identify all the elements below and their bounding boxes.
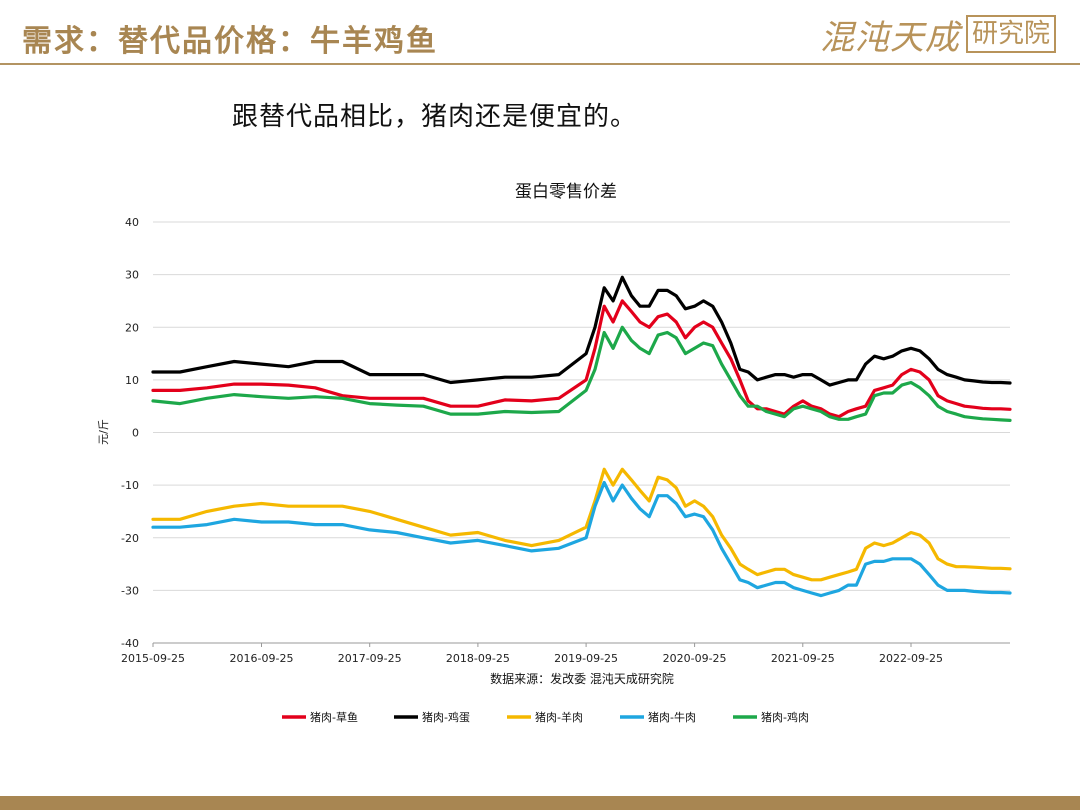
legend-label: 猪肉-鸡肉 — [761, 710, 809, 724]
y-tick-label: -40 — [121, 637, 139, 650]
logo-box: 研究院 — [965, 15, 1056, 53]
legend-label: 猪肉-羊肉 — [535, 710, 583, 724]
legend-label: 猪肉-牛肉 — [648, 710, 696, 724]
footer-bar — [0, 796, 1080, 810]
page-title: 需求：替代品价格：牛羊鸡鱼 — [22, 24, 438, 59]
y-tick-label: 0 — [132, 427, 139, 440]
chart-legend: 猪肉-草鱼 猪肉-鸡蛋 猪肉-羊肉 猪肉-牛肉 猪肉-鸡肉 — [282, 710, 809, 724]
legend-item-0: 猪肉-草鱼 — [282, 710, 358, 724]
series-line-1 — [151, 275, 1012, 387]
x-tick-label: 2016-09-25 — [230, 652, 294, 665]
y-tick-label: 30 — [125, 269, 139, 282]
series-line-2 — [151, 467, 1012, 582]
x-tick-label: 2021-09-25 — [771, 652, 835, 665]
legend-item-4: 猪肉-鸡肉 — [733, 710, 809, 724]
y-axis-label: 元/斤 — [97, 419, 110, 445]
chart-series — [151, 275, 1012, 598]
legend-item-1: 猪肉-鸡蛋 — [394, 710, 470, 724]
x-axis-ticks: 2015-09-25 2016-09-25 2017-09-25 2018-09-25… — [121, 643, 943, 665]
legend-label: 猪肉-鸡蛋 — [422, 710, 470, 724]
x-tick-label: 2017-09-25 — [338, 652, 402, 665]
y-tick-label: -10 — [121, 479, 139, 492]
y-tick-label: -30 — [121, 584, 139, 597]
y-tick-label: 20 — [125, 321, 139, 334]
x-tick-label: 2019-09-25 — [554, 652, 618, 665]
slide-subtitle: 跟替代品相比，猪肉还是便宜的。 — [232, 102, 638, 132]
series-line-0 — [151, 299, 1012, 419]
x-tick-label: 2015-09-25 — [121, 652, 185, 665]
source-note: 数据来源：发改委 混沌天成研究院 — [490, 671, 674, 686]
chart-title: 蛋白零售价差 — [515, 182, 617, 202]
series-line-3 — [151, 480, 1012, 598]
y-tick-label: 10 — [125, 374, 139, 387]
legend-item-3: 猪肉-牛肉 — [620, 710, 696, 724]
x-tick-label: 2018-09-25 — [446, 652, 510, 665]
y-axis-ticks: 40 30 20 10 0 -10 -20 -30 -40 — [121, 216, 139, 650]
y-tick-label: 40 — [125, 216, 139, 229]
header-divider — [0, 63, 1080, 65]
x-tick-label: 2020-09-25 — [663, 652, 727, 665]
legend-label: 猪肉-草鱼 — [310, 710, 358, 724]
x-tick-label: 2022-09-25 — [879, 652, 943, 665]
logo: 混沌天成 研究院 — [820, 10, 1056, 58]
logo-script: 混沌天成 — [819, 17, 960, 58]
chart-grid — [153, 221, 1010, 644]
y-tick-label: -20 — [121, 532, 139, 545]
legend-item-2: 猪肉-羊肉 — [507, 710, 583, 724]
series-line-4 — [151, 325, 1012, 422]
